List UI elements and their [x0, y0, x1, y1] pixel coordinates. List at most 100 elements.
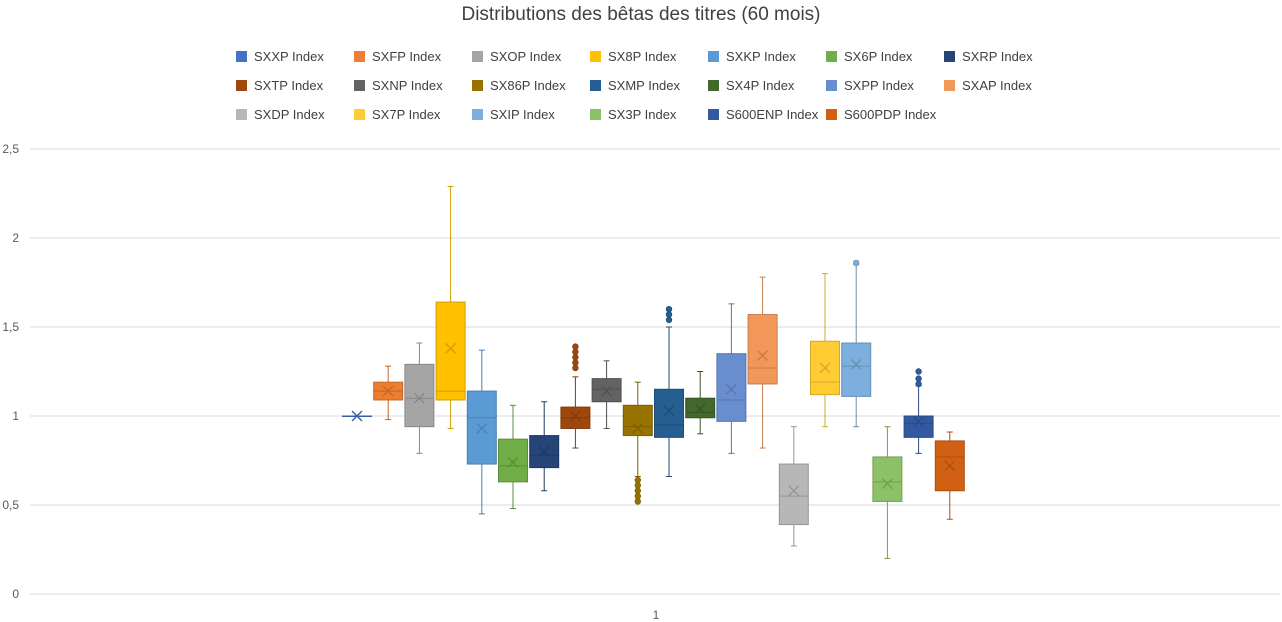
legend-swatch: [826, 108, 837, 120]
mean-marker: [694, 403, 706, 415]
legend-label: SX8P Index: [608, 48, 677, 64]
legend-swatch: [708, 50, 719, 62]
legend-label: SX7P Index: [372, 106, 441, 122]
y-tick-label: 0: [12, 587, 19, 601]
legend-swatch: [236, 79, 247, 91]
mean-marker: [445, 342, 457, 354]
legend-swatch: [944, 79, 955, 91]
box: [903, 415, 934, 438]
box: [404, 363, 435, 428]
legend-label: SXNP Index: [372, 77, 443, 93]
legend-item: SX3P Index: [590, 105, 676, 123]
mean-marker: [632, 423, 644, 434]
mean-marker: [476, 423, 488, 434]
legend-label: SX4P Index: [726, 77, 795, 93]
outlier-point: [915, 368, 922, 375]
legend-swatch: [472, 50, 483, 62]
legend-swatch: [354, 79, 365, 91]
legend-item: SXTP Index: [236, 76, 323, 94]
outlier-point: [665, 311, 673, 318]
box: [498, 438, 528, 483]
legend-label: S600ENP Index: [726, 106, 819, 122]
outlier-point: [634, 498, 641, 505]
legend-item: SXKP Index: [708, 47, 796, 65]
mean-marker: [819, 362, 831, 374]
legend-label: SXFP Index: [372, 48, 442, 64]
legend-swatch: [708, 108, 719, 120]
legend-item: SXXP Index: [236, 47, 324, 65]
mean-marker: [569, 410, 581, 422]
legend-item: SXFP Index: [354, 47, 441, 65]
legend-swatch: [944, 50, 955, 62]
legend-label: SXMP Index: [608, 77, 681, 93]
legend-swatch: [826, 79, 837, 91]
mean-marker: [881, 478, 893, 490]
legend-item: SX6P Index: [826, 47, 912, 65]
outlier-point: [634, 487, 641, 494]
legend-item: SXMP Index: [590, 76, 680, 94]
mean-marker: [538, 446, 550, 458]
legend-swatch: [472, 79, 483, 91]
box: [747, 314, 778, 385]
box: [622, 404, 653, 437]
legend-swatch: [826, 50, 837, 62]
y-tick-label: 1: [12, 409, 19, 423]
legend-label: SXKP Index: [726, 48, 796, 64]
legend-label: SX86P Index: [490, 77, 566, 93]
box: [778, 463, 809, 526]
legend-swatch: [590, 50, 601, 62]
legend-item: S600ENP Index: [708, 105, 818, 123]
mean-marker: [725, 383, 737, 395]
legend-label: SXRP Index: [962, 48, 1033, 64]
legend-label: SX6P Index: [844, 48, 913, 64]
outlier-point: [915, 375, 922, 382]
mean-marker: [663, 405, 675, 417]
outlier-point: [915, 380, 922, 388]
outlier-point: [572, 359, 579, 366]
mean-marker: [850, 358, 862, 370]
box: [654, 388, 684, 438]
legend-item: SXOP Index: [472, 47, 561, 65]
legend-swatch: [708, 79, 719, 91]
legend-item: SXPP Index: [826, 76, 914, 94]
x-tick-label: 1: [653, 608, 660, 622]
outlier-point: [634, 476, 641, 484]
legend-item: SXAP Index: [944, 76, 1032, 94]
mean-marker: [382, 385, 394, 397]
legend-swatch: [590, 79, 601, 91]
legend-swatch: [354, 108, 365, 120]
outlier-point: [634, 482, 641, 489]
box: [435, 301, 466, 401]
chart-title: Distributions des bêtas des titres (60 m…: [461, 4, 821, 25]
legend-item: SX86P Index: [472, 76, 566, 94]
legend-label: SXAP Index: [962, 77, 1032, 93]
outlier-point: [665, 306, 673, 313]
legend-label: SXOP Index: [490, 48, 562, 64]
legend-swatch: [236, 50, 247, 62]
legend-swatch: [236, 108, 247, 120]
legend-item: SXDP Index: [236, 105, 325, 123]
legend-swatch: [354, 50, 365, 62]
y-tick-label: 2: [12, 231, 19, 245]
legend-label: SXIP Index: [490, 106, 555, 122]
mean-marker: [913, 415, 925, 427]
outlier-point: [572, 354, 579, 361]
mean-marker: [351, 410, 363, 422]
box: [716, 353, 747, 422]
legend-item: SX4P Index: [708, 76, 794, 94]
legend-swatch: [472, 108, 483, 120]
legend-item: SXRP Index: [944, 47, 1033, 65]
y-tick-label: 1,5: [2, 320, 19, 334]
legend-label: SXDP Index: [254, 106, 325, 122]
outlier-point: [572, 348, 579, 356]
legend-item: SX8P Index: [590, 47, 676, 65]
legend-label: SXXP Index: [254, 48, 324, 64]
y-tick-label: 2,5: [2, 142, 19, 156]
legend-label: SXPP Index: [844, 77, 914, 93]
legend-item: S600PDP Index: [826, 105, 936, 123]
mean-marker: [507, 456, 519, 468]
outlier-point: [665, 316, 673, 324]
legend-item: SXNP Index: [354, 76, 443, 94]
mean-marker: [757, 350, 769, 361]
